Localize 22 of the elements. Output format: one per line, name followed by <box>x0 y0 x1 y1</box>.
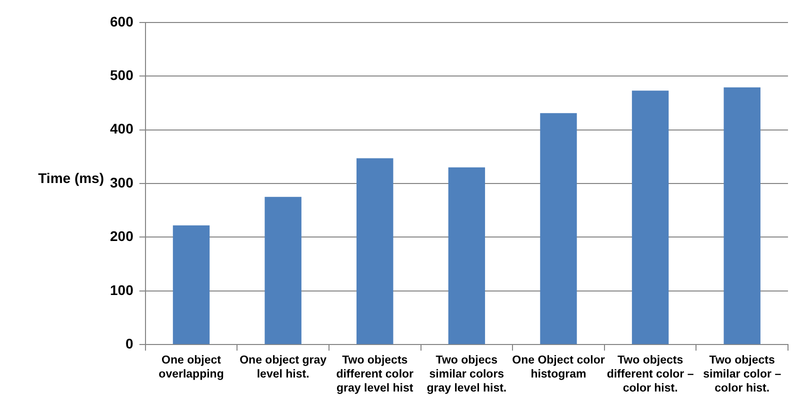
bar <box>356 158 394 344</box>
y-tick-label: 200 <box>110 228 134 244</box>
y-axis-title: Time (ms) <box>37 170 104 186</box>
y-tick-label: 0 <box>126 335 134 352</box>
bar <box>724 87 760 344</box>
y-tick-label: 100 <box>110 282 134 298</box>
x-tick-label: Two objects similar color – color hist. <box>703 354 782 394</box>
bar <box>632 90 669 344</box>
bar <box>448 167 486 344</box>
y-tick-label: 300 <box>110 174 134 190</box>
x-tick-label: One object gray level hist. <box>240 354 328 380</box>
bar <box>540 113 577 344</box>
x-tick-label: Two objects different color gray level hist <box>336 354 414 394</box>
bar <box>264 196 302 344</box>
x-tick-label: One Object color histogram <box>512 354 606 380</box>
bar <box>172 225 210 344</box>
y-tick-label: 400 <box>110 120 134 137</box>
x-tick-label: Two objects different color – color hist. <box>606 354 694 394</box>
y-tick-label: 600 <box>110 13 134 30</box>
x-tick-label: Two objecs similar colors gray level hist. <box>426 354 507 394</box>
y-tick-label: 500 <box>110 66 134 83</box>
x-tick-label: One object overlapping <box>158 354 224 380</box>
